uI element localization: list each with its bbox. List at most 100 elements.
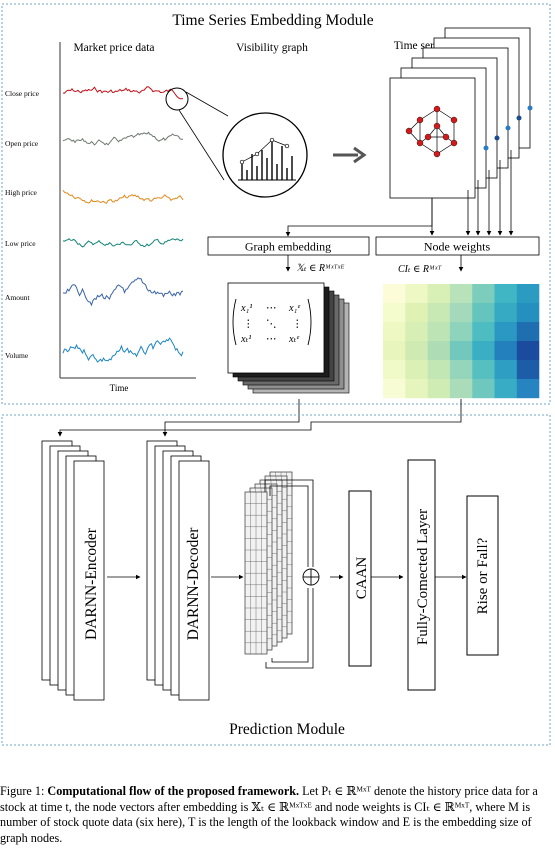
caption-prefix: Figure 1: (0, 784, 48, 798)
node-weights-label: Node weights (424, 240, 491, 254)
weights-formula: CIₜ ∈ Rᴹˣᵀ (398, 264, 442, 275)
fc-layer-box (407, 459, 436, 691)
heatmap-cell (494, 379, 517, 399)
heatmap-cell (405, 322, 428, 342)
series-line (62, 189, 184, 204)
zoom-source-circle (165, 87, 189, 111)
graph-node (433, 105, 441, 113)
graph-node (450, 139, 458, 147)
heatmap-cell (383, 360, 406, 380)
graph-front (389, 77, 476, 199)
heatmap-cell (516, 303, 540, 323)
visibility-graph-circle (222, 112, 308, 198)
graph-node (416, 116, 424, 124)
matrix-h-dots-top: ⋯ (266, 303, 277, 314)
heatmap-cell (449, 284, 473, 304)
time-series-graph-stack (389, 27, 533, 199)
graph-node (527, 105, 533, 111)
heatmap-cell (383, 284, 406, 304)
heatmap-cell (516, 341, 540, 361)
matrix-v-dots-right: ⋮ (292, 319, 303, 330)
module-connectors (57, 399, 462, 437)
embedding-matrix: x₁¹ ⋯ x₁ᵉ ⋮ ⋱ ⋮ xₜ¹ ⋯ xₜᵉ (232, 298, 312, 346)
heatmap-cell (383, 379, 406, 399)
heatmap-cell (427, 284, 451, 304)
node-weights-box (375, 236, 540, 256)
heatmap-cell (427, 379, 451, 399)
darnn-encoder-stack (41, 440, 105, 701)
graph-node (433, 150, 441, 158)
heatmap-cell (383, 341, 406, 361)
heatmap-cell (427, 322, 451, 342)
heatmap-cell (405, 379, 428, 399)
series-line (62, 86, 184, 100)
series-line (62, 277, 184, 307)
graph-output-arrows (285, 150, 514, 272)
heatmap-cell (427, 360, 451, 380)
embedding-module-title: Time Series Embedding Module (172, 12, 373, 29)
graph-node (416, 139, 424, 147)
darnn-decoder-stack (146, 440, 210, 701)
transform-arrow (333, 146, 367, 164)
matrix-bottom-right: xₜᵉ (288, 334, 300, 345)
attention-grid-stack (244, 471, 293, 655)
matrix-top-left: x₁¹ (240, 303, 252, 314)
heatmap-cell (427, 341, 451, 361)
heatmap-cell (472, 379, 495, 399)
caan-label: CAAN (354, 557, 370, 600)
graph-node (516, 115, 522, 121)
heatmap-cell (449, 341, 473, 361)
series-label: Volume (5, 351, 29, 360)
stack-layer (73, 460, 105, 701)
heatmap-cell (516, 284, 540, 304)
time-axis-label: Time (110, 383, 129, 393)
graph-embedding-box (207, 236, 370, 256)
series-label: Amount (5, 293, 31, 302)
caan-box (348, 490, 372, 667)
heatmap-cell (383, 303, 406, 323)
matrix-top-right: x₁ᵉ (288, 303, 301, 314)
series-label: Close price (5, 89, 40, 98)
heatmap-cell (449, 322, 473, 342)
embedding-formula: 𝕏ₜ ∈ Rᴹˣᵀˣᴱ (296, 263, 344, 274)
heatmap-cell (494, 360, 517, 380)
heatmap-cell (472, 341, 495, 361)
fc-layer-label: Fully-Comected Layer (415, 509, 431, 645)
output-box (466, 495, 499, 656)
heatmap-cell (449, 303, 473, 323)
graph-node (483, 145, 489, 151)
heatmap-cell (494, 322, 517, 342)
series-line (62, 238, 184, 248)
heatmap-cell (405, 360, 428, 380)
series-label: Open price (5, 139, 39, 148)
series-label: High price (5, 188, 38, 197)
heatmap-cell (405, 303, 428, 323)
heatmap-cell (449, 360, 473, 380)
node-weights-heatmap (383, 284, 540, 399)
heatmap-cell (516, 379, 540, 399)
heatmap-cell (427, 303, 451, 323)
heatmap-cell (472, 284, 495, 304)
series-line (62, 337, 184, 363)
heatmap-cell (449, 379, 473, 399)
visibility-graph-label: Visibility graph (236, 42, 308, 54)
prediction-module-title: Prediction Module (229, 721, 345, 738)
output-label: Rise or Fall? (475, 537, 491, 614)
zoom-connector (185, 91, 229, 117)
matrix-d-dots: ⋱ (266, 319, 277, 330)
graph-node (505, 125, 511, 131)
stack-layer (178, 460, 210, 701)
encoder-label: DARNN-Encoder (83, 527, 100, 640)
graph-node (405, 127, 413, 135)
heatmap-cell (405, 284, 428, 304)
embedding-matrix-stack (227, 282, 350, 394)
heatmap-cell (405, 341, 428, 361)
heatmap-cell (472, 303, 495, 323)
prediction-module-frame (1, 414, 551, 746)
caption-rest: Let Pₜ ∈ ℝᴹˣᵀ denote the history price d… (0, 784, 538, 845)
heatmap-cell (516, 322, 540, 342)
visibility-graph-bars (238, 137, 296, 181)
graph-node (494, 135, 500, 141)
residual-paths (264, 479, 314, 669)
market-data-label: Market price data (73, 42, 154, 54)
